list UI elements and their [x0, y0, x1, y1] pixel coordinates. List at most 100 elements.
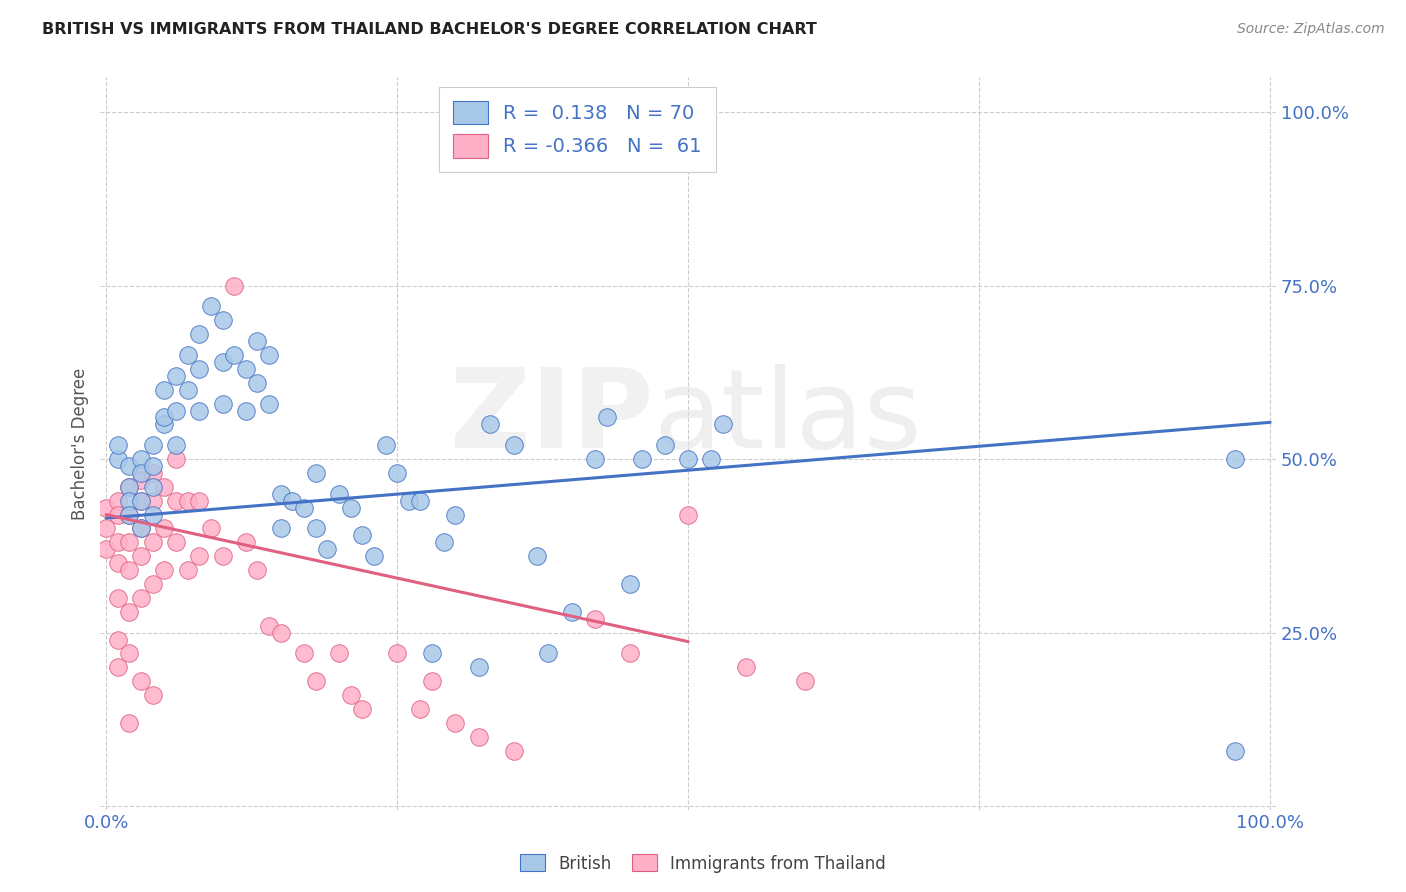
- Point: [165, 403, 187, 417]
- Point: [735, 660, 758, 674]
- Point: [129, 549, 152, 564]
- Point: [129, 493, 152, 508]
- Point: [398, 493, 420, 508]
- Point: [107, 508, 129, 522]
- Point: [142, 577, 165, 591]
- Point: [363, 549, 385, 564]
- Point: [328, 487, 350, 501]
- Point: [118, 535, 141, 549]
- Point: [246, 334, 269, 348]
- Point: [129, 473, 152, 487]
- Point: [224, 278, 246, 293]
- Point: [281, 493, 304, 508]
- Point: [142, 458, 165, 473]
- Point: [118, 493, 141, 508]
- Point: [142, 493, 165, 508]
- Point: [153, 410, 176, 425]
- Point: [305, 466, 328, 480]
- Point: [129, 674, 152, 689]
- Point: [595, 410, 617, 425]
- Point: [107, 660, 129, 674]
- Point: [142, 438, 165, 452]
- Point: [107, 556, 129, 570]
- Point: [700, 452, 723, 467]
- Point: [537, 647, 560, 661]
- Point: [270, 521, 292, 535]
- Point: [1225, 452, 1247, 467]
- Text: Source: ZipAtlas.com: Source: ZipAtlas.com: [1237, 22, 1385, 37]
- Point: [129, 466, 152, 480]
- Point: [1225, 743, 1247, 757]
- Point: [316, 542, 339, 557]
- Point: [444, 508, 467, 522]
- Point: [107, 535, 129, 549]
- Point: [676, 452, 699, 467]
- Point: [129, 521, 152, 535]
- Point: [176, 563, 198, 577]
- Point: [409, 702, 432, 716]
- Point: [153, 383, 176, 397]
- Point: [235, 362, 257, 376]
- Point: [165, 493, 187, 508]
- Point: [118, 563, 141, 577]
- Point: [305, 674, 328, 689]
- Point: [420, 647, 443, 661]
- Point: [96, 542, 118, 557]
- Point: [235, 403, 257, 417]
- Legend: British, Immigrants from Thailand: British, Immigrants from Thailand: [513, 847, 893, 880]
- Point: [385, 647, 408, 661]
- Point: [433, 535, 456, 549]
- Point: [246, 563, 269, 577]
- Point: [676, 508, 699, 522]
- Point: [211, 313, 233, 327]
- Text: atlas: atlas: [652, 364, 921, 471]
- Point: [257, 618, 280, 632]
- Point: [385, 466, 408, 480]
- Point: [188, 403, 211, 417]
- Point: [96, 500, 118, 515]
- Point: [118, 480, 141, 494]
- Y-axis label: Bachelor's Degree: Bachelor's Degree: [72, 368, 89, 520]
- Point: [165, 535, 187, 549]
- Point: [502, 438, 524, 452]
- Point: [107, 591, 129, 605]
- Point: [420, 674, 443, 689]
- Point: [270, 625, 292, 640]
- Point: [502, 743, 524, 757]
- Point: [142, 480, 165, 494]
- Point: [583, 612, 606, 626]
- Point: [165, 368, 187, 383]
- Point: [711, 417, 734, 432]
- Point: [129, 591, 152, 605]
- Point: [129, 493, 152, 508]
- Point: [619, 577, 641, 591]
- Point: [467, 660, 489, 674]
- Point: [292, 647, 315, 661]
- Point: [352, 702, 374, 716]
- Point: [467, 730, 489, 744]
- Point: [246, 376, 269, 390]
- Point: [188, 327, 211, 342]
- Point: [96, 521, 118, 535]
- Point: [153, 521, 176, 535]
- Point: [270, 487, 292, 501]
- Point: [305, 521, 328, 535]
- Point: [107, 493, 129, 508]
- Point: [619, 647, 641, 661]
- Point: [176, 493, 198, 508]
- Point: [257, 348, 280, 362]
- Point: [292, 500, 315, 515]
- Point: [118, 508, 141, 522]
- Point: [257, 396, 280, 410]
- Point: [409, 493, 432, 508]
- Point: [118, 480, 141, 494]
- Point: [188, 362, 211, 376]
- Point: [142, 466, 165, 480]
- Point: [328, 647, 350, 661]
- Point: [129, 452, 152, 467]
- Point: [630, 452, 652, 467]
- Point: [153, 480, 176, 494]
- Point: [200, 521, 222, 535]
- Point: [118, 715, 141, 730]
- Point: [200, 300, 222, 314]
